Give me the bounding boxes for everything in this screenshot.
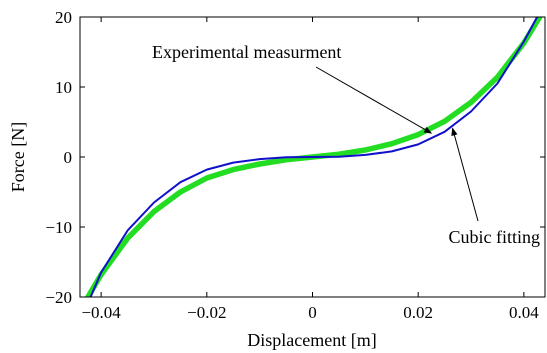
annotation-layer: Experimental measurment Cubic fitting [152, 42, 540, 247]
x-tick-label: 0.02 [403, 303, 433, 322]
series-layer [85, 17, 543, 297]
y-tick-label: −20 [45, 288, 72, 307]
y-tick-label: 0 [64, 148, 73, 167]
series-line-2 [89, 17, 539, 297]
annotation-label: Cubic fitting [449, 227, 541, 247]
annotation-label: Experimental measurment [152, 42, 341, 62]
x-tick-label: −0.02 [187, 303, 226, 322]
annotation-arrow [451, 127, 479, 222]
y-tick-label: 10 [55, 78, 72, 97]
x-tick-label: 0 [308, 303, 317, 322]
annotation-arrow [315, 66, 433, 134]
x-axis-title: Displacement [m] [247, 330, 376, 350]
x-tick-label: 0.04 [509, 303, 539, 322]
y-axis-title: Force [N] [8, 122, 28, 192]
tick-layer: −0.04 −0.02 0 0.02 0.04 −20 −10 0 10 20 [45, 8, 545, 322]
x-tick-label: −0.04 [81, 303, 121, 322]
y-tick-label: 20 [55, 8, 72, 27]
y-tick-label: −10 [45, 218, 72, 237]
